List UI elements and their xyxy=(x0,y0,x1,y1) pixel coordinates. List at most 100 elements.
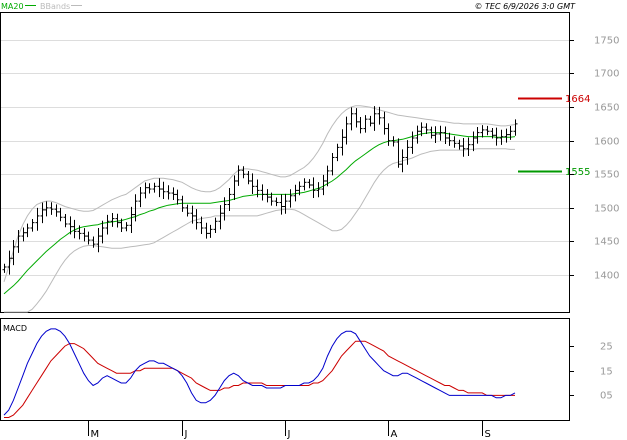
price-bar xyxy=(63,214,68,228)
macd-lines xyxy=(3,328,516,418)
price-bar xyxy=(133,194,138,222)
price-bar xyxy=(199,216,204,235)
price-bar xyxy=(386,123,391,146)
price-bar xyxy=(396,138,401,168)
price-bar xyxy=(335,143,340,162)
ma20-line xyxy=(3,132,516,295)
price-bar xyxy=(30,219,35,232)
price-bar xyxy=(157,178,162,198)
price-bar xyxy=(297,181,302,196)
price-bar xyxy=(499,129,504,145)
price-bar xyxy=(82,228,87,242)
price-bar xyxy=(410,131,415,154)
price-bar xyxy=(433,126,438,143)
price-bar xyxy=(110,212,115,227)
price-bar xyxy=(72,219,77,239)
price-bar xyxy=(194,209,199,230)
macd-y-tick-label: 15 xyxy=(600,367,613,378)
legend-ma20-label: MA20 xyxy=(1,2,24,11)
price-bar xyxy=(11,239,16,266)
price-bar xyxy=(368,115,373,127)
price-bar xyxy=(241,166,246,179)
price-bar xyxy=(166,185,171,200)
price-bar xyxy=(372,106,377,131)
price-bar xyxy=(311,177,316,199)
price-bar xyxy=(265,189,270,203)
price-bar xyxy=(452,136,457,148)
price-bar xyxy=(255,179,260,198)
price-bar xyxy=(35,207,40,231)
price-bar xyxy=(330,153,335,176)
bollinger-bands xyxy=(3,105,516,313)
price-y-axis: 1400 1450 1500 1550 1600 1650 1700 1750 xyxy=(569,36,619,282)
price-bar xyxy=(391,136,396,147)
price-bar xyxy=(494,127,499,146)
macd-panel: MACD 05 15 25 xyxy=(0,318,613,421)
price-bar xyxy=(471,131,476,152)
copyright-text: © TEC 6/9/2026 3:0 GMT xyxy=(475,2,577,11)
price-bar xyxy=(100,220,105,244)
price-bar xyxy=(344,116,349,145)
price-bar xyxy=(40,202,45,224)
price-bar xyxy=(143,182,148,199)
price-bar xyxy=(419,122,424,137)
price-bar xyxy=(377,106,382,125)
price-bar xyxy=(325,165,330,187)
price-bar xyxy=(147,183,152,194)
support-label: 1555 xyxy=(565,167,590,178)
macd-line xyxy=(3,328,516,416)
price-bar xyxy=(443,126,448,145)
price-bar xyxy=(7,250,12,275)
macd-title: MACD xyxy=(3,324,27,333)
x-month-label: J xyxy=(287,429,291,440)
price-bar xyxy=(115,213,120,228)
price-bar xyxy=(218,205,223,230)
bb-lower-line xyxy=(4,148,515,313)
price-bar xyxy=(429,126,434,139)
price-bar xyxy=(513,119,518,136)
price-bar xyxy=(354,108,359,128)
price-bar xyxy=(213,217,218,233)
price-bar xyxy=(340,129,345,156)
signal-line xyxy=(4,340,515,418)
price-bar xyxy=(307,179,312,189)
price-bar xyxy=(269,192,274,206)
price-bar xyxy=(171,187,176,201)
price-bar xyxy=(129,206,134,233)
price-bar xyxy=(77,225,82,240)
price-bar xyxy=(302,178,307,191)
price-bar xyxy=(475,126,480,144)
price-bar xyxy=(86,231,91,245)
header: MA20 BBands © TEC 6/9/2026 3:0 GMT xyxy=(1,2,576,11)
price-bar xyxy=(175,189,180,205)
price-bar xyxy=(400,149,405,173)
price-bar xyxy=(232,175,237,201)
price-bar xyxy=(49,202,54,215)
price-bar xyxy=(349,107,354,131)
price-y-tick-label: 1600 xyxy=(594,137,619,148)
price-bars xyxy=(2,106,518,275)
price-bar xyxy=(119,218,124,233)
price-bar xyxy=(457,139,462,150)
ma20-polyline xyxy=(3,132,516,295)
price-bar xyxy=(222,197,227,221)
price-bar xyxy=(124,222,129,232)
macd-y-tick-label: 25 xyxy=(600,342,613,353)
price-bar xyxy=(415,125,420,144)
price-bar xyxy=(279,194,284,215)
price-bar xyxy=(21,227,26,242)
bb-upper-line xyxy=(3,105,516,282)
price-bar xyxy=(236,165,241,186)
price-bar xyxy=(54,204,59,217)
price-bar xyxy=(424,123,429,134)
price-bar xyxy=(180,195,185,212)
price-bar xyxy=(25,223,30,238)
price-bar xyxy=(91,236,96,248)
price-bar xyxy=(274,197,279,207)
price-bar xyxy=(105,214,110,235)
x-month-label: A xyxy=(391,429,398,440)
price-y-tick-label: 1500 xyxy=(594,204,619,215)
price-bar xyxy=(152,182,157,193)
